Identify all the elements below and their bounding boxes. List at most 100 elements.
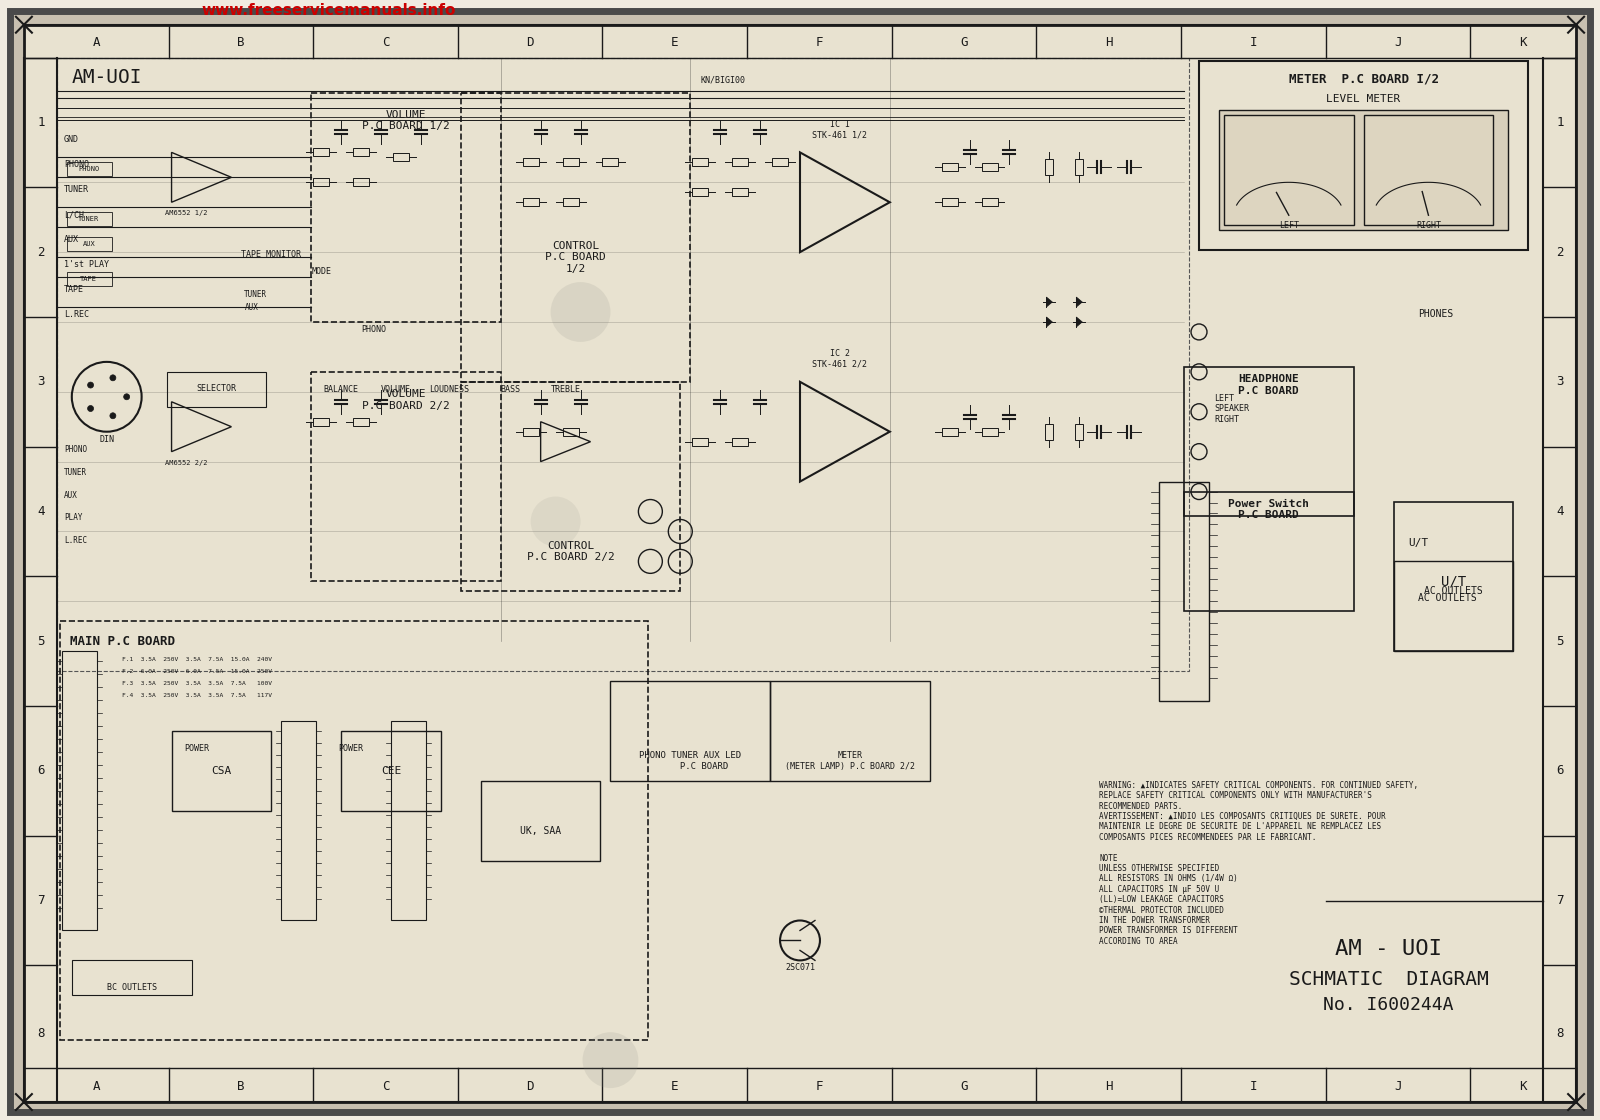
Text: J: J	[1394, 36, 1402, 49]
Text: AUX: AUX	[82, 241, 94, 248]
Bar	[166, 372, 266, 407]
Circle shape	[88, 405, 93, 411]
Text: AM - UOI: AM - UOI	[1334, 940, 1442, 960]
Text: D: D	[526, 36, 534, 49]
Text: 6: 6	[1557, 764, 1563, 777]
Bar	[611, 681, 770, 781]
Text: TUNER: TUNER	[245, 290, 267, 299]
Bar	[314, 178, 330, 186]
Text: UK, SAA: UK, SAA	[520, 825, 562, 836]
Bar	[1184, 367, 1354, 516]
Text: F: F	[816, 1080, 824, 1093]
Text: PHONO: PHONO	[362, 325, 386, 334]
Text: TREBLE: TREBLE	[550, 385, 581, 394]
Circle shape	[110, 413, 115, 419]
Text: I: I	[1250, 1080, 1258, 1093]
Bar	[354, 418, 370, 426]
Text: H: H	[1106, 36, 1112, 49]
Text: www.freeservicemanuals.info: www.freeservicemanuals.info	[202, 2, 456, 18]
Bar	[942, 198, 958, 206]
Text: WARNING: ▲INDICATES SAFETY CRITICAL COMPONENTS. FOR CONTINUED SAFETY,
REPLACE SA: WARNING: ▲INDICATES SAFETY CRITICAL COMP…	[1099, 781, 1418, 945]
Text: L.REC: L.REC	[64, 310, 90, 319]
Text: SCHMATIC  DIAGRAM: SCHMATIC DIAGRAM	[1288, 970, 1488, 989]
Text: AUX: AUX	[245, 304, 258, 312]
Text: PHONO: PHONO	[64, 445, 86, 454]
Bar	[354, 178, 370, 186]
Text: RIGHT: RIGHT	[1416, 222, 1442, 231]
Text: Power Switch
P.C BOARD: Power Switch P.C BOARD	[1229, 498, 1309, 521]
Text: AUX: AUX	[64, 491, 78, 500]
Bar	[733, 438, 749, 446]
Text: LOUDNESS: LOUDNESS	[429, 385, 469, 394]
Text: L/CH: L/CH	[64, 211, 83, 220]
Bar	[354, 149, 370, 157]
Text: METER
(METER LAMP) P.C BOARD 2/2: METER (METER LAMP) P.C BOARD 2/2	[786, 752, 915, 771]
Bar	[62, 651, 96, 931]
Bar	[563, 198, 579, 206]
Bar	[312, 93, 501, 321]
Bar	[67, 237, 112, 251]
Bar	[1394, 502, 1514, 651]
Bar	[72, 960, 192, 996]
Bar	[733, 188, 749, 196]
Text: F: F	[816, 36, 824, 49]
Bar	[523, 198, 539, 206]
Bar	[981, 164, 997, 171]
Text: CSA: CSA	[211, 766, 232, 776]
Circle shape	[110, 375, 115, 381]
Bar	[67, 162, 112, 176]
Text: AC OUTLETS: AC OUTLETS	[1424, 586, 1483, 596]
Text: B: B	[237, 1080, 245, 1093]
Bar	[981, 428, 997, 436]
Text: BALANCE: BALANCE	[323, 385, 358, 394]
Circle shape	[582, 1033, 638, 1088]
Text: C: C	[382, 36, 389, 49]
Bar	[563, 158, 579, 167]
Polygon shape	[1046, 297, 1053, 307]
Bar	[563, 428, 579, 436]
Text: 5: 5	[1557, 635, 1563, 647]
Text: 4: 4	[37, 505, 45, 519]
Text: DIN: DIN	[99, 435, 114, 444]
Bar	[390, 721, 426, 921]
Text: PLAY: PLAY	[64, 513, 82, 523]
Polygon shape	[1077, 317, 1082, 327]
Bar	[461, 93, 690, 382]
Bar	[1045, 423, 1053, 440]
Text: PHONO: PHONO	[64, 160, 90, 169]
Text: BASS: BASS	[501, 385, 520, 394]
Text: CONTROL
P.C BOARD 2/2: CONTROL P.C BOARD 2/2	[526, 541, 614, 562]
Bar	[1394, 561, 1514, 651]
Text: U/T: U/T	[1442, 575, 1466, 588]
Text: TAPE: TAPE	[80, 276, 98, 282]
Text: METER  P.C BOARD I/2: METER P.C BOARD I/2	[1288, 72, 1438, 85]
Bar	[480, 781, 600, 860]
Bar	[1184, 492, 1354, 612]
Circle shape	[531, 496, 581, 547]
Text: 1: 1	[37, 116, 45, 129]
Bar	[1198, 60, 1528, 250]
Text: TAPE: TAPE	[64, 286, 83, 295]
Text: TUNER: TUNER	[64, 467, 86, 477]
Text: PHONO: PHONO	[78, 167, 99, 172]
Text: SELECTOR: SELECTOR	[197, 384, 237, 393]
Bar	[394, 153, 410, 161]
Bar	[67, 272, 112, 286]
Text: 8: 8	[1557, 1027, 1563, 1040]
Text: F.2  6.0A  250V  6.0A  7.5A  15.0A  250V: F.2 6.0A 250V 6.0A 7.5A 15.0A 250V	[122, 669, 272, 674]
Text: AUX: AUX	[64, 235, 78, 244]
Text: C: C	[382, 1080, 389, 1093]
Text: 5: 5	[37, 635, 45, 647]
Bar	[773, 158, 789, 167]
Bar	[1224, 115, 1354, 225]
Text: AM6552 2/2: AM6552 2/2	[165, 459, 208, 466]
Polygon shape	[1046, 317, 1053, 327]
Text: K: K	[1520, 36, 1526, 49]
Bar	[314, 418, 330, 426]
Text: MODE: MODE	[312, 267, 331, 277]
Text: VOLUME
P.C BOARD 1/2: VOLUME P.C BOARD 1/2	[362, 110, 450, 131]
Text: TAPE MONITOR: TAPE MONITOR	[242, 250, 301, 259]
Text: TUNER: TUNER	[64, 185, 90, 194]
Bar	[1045, 159, 1053, 176]
Text: K: K	[1520, 1080, 1526, 1093]
